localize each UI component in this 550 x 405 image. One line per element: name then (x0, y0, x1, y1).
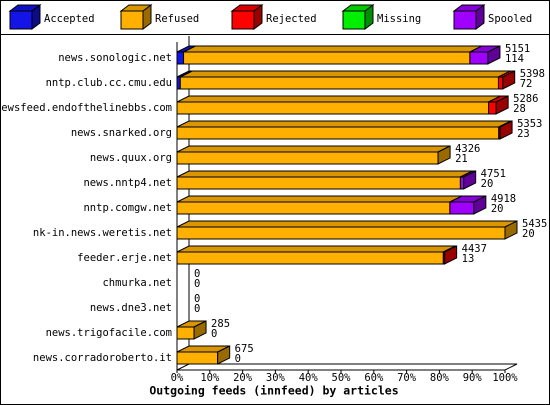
count-label: 23 (517, 128, 530, 140)
y-tick-label: news.trigofacile.com (46, 327, 172, 339)
total-label: 5435 (522, 218, 547, 230)
bar (179, 76, 499, 90)
y-tick-label: feeder.erje.net (77, 252, 172, 264)
bar-side (444, 245, 458, 265)
legend-swatch (120, 10, 144, 30)
total-label: 5353 (517, 118, 542, 130)
total-label: 4751 (481, 168, 506, 180)
total-label: 5151 (505, 43, 530, 55)
bar-top (180, 70, 511, 78)
total-label: 5398 (520, 68, 545, 80)
x-tick-label: 40% (299, 372, 319, 384)
total-label: 0 (194, 268, 200, 280)
count-label: 28 (513, 103, 526, 115)
x-tick-label: 80% (430, 372, 450, 384)
bar (176, 226, 506, 240)
bar (176, 151, 439, 165)
bar (469, 51, 489, 65)
x-tick-label: 60% (364, 372, 384, 384)
x-tick-label: 100% (492, 372, 518, 384)
legend-label: Accepted (44, 13, 95, 25)
y-tick-label: news.nntp4.net (83, 177, 172, 189)
total-label: 5286 (513, 93, 538, 105)
bar (176, 326, 195, 340)
legend-swatch (342, 10, 366, 30)
bar (176, 176, 461, 190)
y-tick-label: news.quux.org (90, 152, 172, 164)
bar (176, 201, 451, 215)
count-label: 0 (194, 278, 200, 290)
count-label: 13 (462, 253, 475, 265)
x-tick-label: 50% (332, 372, 352, 384)
bar-side (217, 345, 231, 365)
x-tick-label: 30% (266, 372, 286, 384)
bar (488, 101, 497, 115)
bar-side (487, 45, 501, 65)
y-tick-label: news.snarked.org (71, 127, 172, 139)
bar-top (176, 170, 473, 178)
count-label: 0 (194, 303, 200, 315)
bar-side (193, 320, 207, 340)
bar-top (176, 145, 451, 153)
legend-swatch (9, 10, 33, 30)
axis-floor (176, 363, 518, 371)
x-tick-label: 10% (200, 372, 220, 384)
count-label: 0 (211, 328, 217, 340)
y-tick-label: nk-in.news.weretis.net (33, 227, 172, 239)
total-label: 285 (211, 318, 230, 330)
total-label: 4437 (462, 243, 487, 255)
bar-side (495, 95, 509, 115)
count-label: 20 (481, 178, 494, 190)
bar-top (176, 120, 511, 128)
y-tick-label: news.corradoroberto.it (33, 352, 172, 364)
bar-top (176, 195, 463, 203)
legend-label: Missing (377, 13, 421, 25)
bar (497, 76, 504, 90)
x-tick-label: 0% (171, 372, 184, 384)
bar (176, 101, 490, 115)
count-label: 72 (520, 78, 533, 90)
bar-top (176, 245, 456, 253)
bar-side (504, 220, 518, 240)
x-tick-label: 90% (463, 372, 483, 384)
x-axis-title: Outgoing feeds (innfeed) by articles (149, 384, 398, 398)
legend-swatch (453, 10, 477, 30)
y-tick-label: nntp.comgw.net (83, 202, 172, 214)
bar (176, 51, 185, 65)
bar (176, 251, 444, 265)
bar-top (176, 220, 518, 228)
bar-side (437, 145, 451, 165)
legend-label: Rejected (266, 13, 317, 25)
count-label: 114 (505, 53, 524, 65)
bar-top (176, 95, 501, 103)
bar (449, 201, 475, 215)
y-tick-label: nntp.club.cc.cmu.edu (46, 77, 172, 89)
count-label: 0 (235, 353, 241, 365)
count-label: 20 (522, 228, 535, 240)
bar-top (183, 45, 483, 53)
count-label: 21 (455, 153, 468, 165)
bar-side (473, 195, 487, 215)
count-label: 20 (491, 203, 504, 215)
bar-side (502, 70, 516, 90)
total-label: 4918 (491, 193, 516, 205)
bar-side (463, 170, 477, 190)
bar-side (499, 120, 513, 140)
y-tick-label: news.dne3.net (90, 302, 172, 314)
x-tick-label: 70% (397, 372, 417, 384)
total-label: 4326 (455, 143, 480, 155)
total-label: 0 (194, 293, 200, 305)
x-tick-label: 20% (233, 372, 253, 384)
y-tick-label: newsfeed.endofthelinebbs.com (0, 102, 172, 114)
bar (176, 351, 219, 365)
bar (183, 51, 471, 65)
legend-label: Refused (155, 13, 199, 25)
legend-swatch (231, 10, 255, 30)
legend-label: Spooled (488, 13, 532, 25)
y-tick-label: news.sonologic.net (58, 52, 172, 64)
bar (176, 126, 500, 140)
y-tick-label: chmurka.net (102, 277, 172, 289)
total-label: 675 (235, 343, 254, 355)
